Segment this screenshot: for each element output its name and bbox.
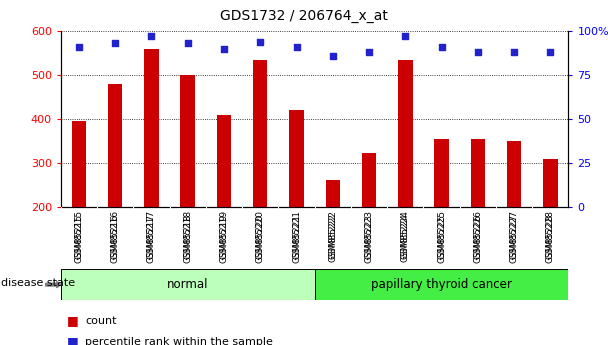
Text: GSM85225: GSM85225 — [437, 214, 446, 263]
Text: GSM85220: GSM85220 — [256, 210, 264, 259]
Point — [364, 49, 374, 55]
Bar — [434, 139, 449, 207]
Text: GSM85228: GSM85228 — [546, 210, 555, 259]
Text: GSM85215: GSM85215 — [74, 210, 83, 259]
Point — [219, 46, 229, 51]
Text: GSM85215: GSM85215 — [74, 214, 83, 263]
Bar — [108, 84, 122, 207]
Point — [328, 53, 337, 58]
Bar — [315, 269, 568, 300]
Point — [510, 49, 519, 55]
Bar — [289, 110, 304, 207]
Text: papillary thyroid cancer: papillary thyroid cancer — [371, 278, 512, 291]
Text: GSM85221: GSM85221 — [292, 214, 301, 263]
Text: GSM85222: GSM85222 — [328, 210, 337, 259]
Text: GSM85218: GSM85218 — [183, 210, 192, 259]
Text: GSM85219: GSM85219 — [219, 210, 229, 259]
Text: GSM85227: GSM85227 — [510, 214, 519, 263]
Point — [292, 44, 302, 50]
Bar — [543, 159, 558, 207]
Text: GSM85224: GSM85224 — [401, 214, 410, 263]
Text: GSM85216: GSM85216 — [111, 210, 120, 259]
Bar — [72, 121, 86, 207]
Text: GSM85223: GSM85223 — [365, 214, 373, 263]
Text: count: count — [85, 316, 117, 326]
Bar — [398, 60, 413, 207]
Text: GSM85221: GSM85221 — [292, 210, 301, 259]
Point — [147, 33, 156, 39]
Text: GSM85226: GSM85226 — [473, 210, 482, 259]
Text: percentile rank within the sample: percentile rank within the sample — [85, 337, 273, 345]
Text: normal: normal — [167, 278, 209, 291]
Text: GSM85220: GSM85220 — [256, 214, 264, 263]
Point — [110, 41, 120, 46]
Text: GSM85226: GSM85226 — [473, 214, 482, 263]
Text: GSM85223: GSM85223 — [365, 210, 373, 259]
Bar — [61, 269, 315, 300]
Text: disease state: disease state — [1, 278, 75, 288]
Text: GSM85225: GSM85225 — [437, 210, 446, 259]
Bar — [362, 153, 376, 207]
Text: GSM85217: GSM85217 — [147, 214, 156, 263]
Text: GSM85224: GSM85224 — [401, 210, 410, 259]
Text: ■: ■ — [67, 314, 78, 327]
Point — [401, 33, 410, 39]
Point — [183, 41, 193, 46]
Point — [473, 49, 483, 55]
Text: GSM85227: GSM85227 — [510, 210, 519, 259]
Bar — [216, 115, 231, 207]
Text: GSM85228: GSM85228 — [546, 214, 555, 263]
Text: GDS1732 / 206764_x_at: GDS1732 / 206764_x_at — [220, 9, 388, 23]
Point — [545, 49, 555, 55]
Bar — [181, 75, 195, 207]
Text: GSM85218: GSM85218 — [183, 214, 192, 263]
Text: ■: ■ — [67, 335, 78, 345]
Bar — [471, 139, 485, 207]
Point — [255, 39, 265, 45]
Text: GSM85217: GSM85217 — [147, 210, 156, 259]
Text: GSM85219: GSM85219 — [219, 214, 229, 263]
Point — [74, 44, 84, 50]
Point — [437, 44, 446, 50]
Bar — [253, 60, 268, 207]
Bar — [144, 49, 159, 207]
Text: GSM85222: GSM85222 — [328, 214, 337, 263]
Bar — [325, 180, 340, 207]
Text: GSM85216: GSM85216 — [111, 214, 120, 263]
Bar — [507, 141, 521, 207]
